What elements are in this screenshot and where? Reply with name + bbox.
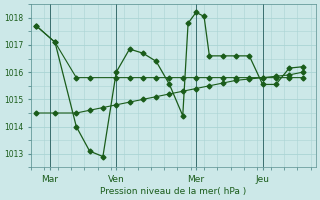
X-axis label: Pression niveau de la mer( hPa ): Pression niveau de la mer( hPa ) bbox=[100, 187, 247, 196]
